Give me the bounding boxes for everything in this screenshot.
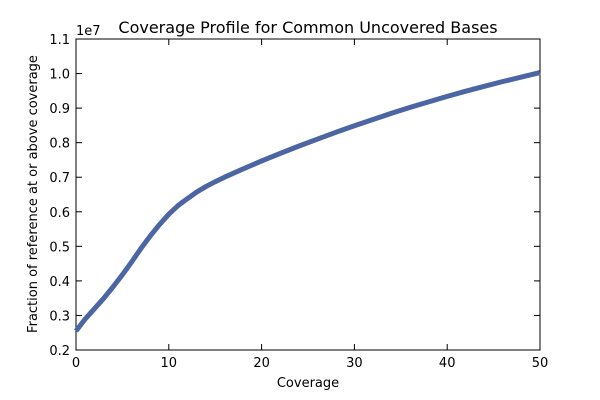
x-tick-label: 30 [346, 356, 363, 371]
x-tick-label: 20 [253, 356, 270, 371]
y-tick-label: 0.6 [49, 206, 70, 221]
y-axis-label: Fraction of reference at or above covera… [26, 55, 41, 333]
chart-title: Coverage Profile for Common Uncovered Ba… [118, 18, 497, 37]
x-tick-label: 50 [532, 356, 549, 371]
series-layer [74, 70, 541, 333]
plot-frame [75, 38, 541, 351]
y-tick-label: 0.2 [49, 344, 70, 359]
x-tick-label: 0 [72, 356, 80, 371]
y-axis-offset-label: 1e7 [76, 24, 101, 39]
y-axis-ticks: 0.2 0.3 0.4 0.5 0.6 0.7 0.8 0.9 1.0 1.1 [49, 33, 540, 359]
x-axis-label: Coverage [277, 376, 339, 391]
y-tick-label: 0.7 [49, 171, 70, 186]
y-tick-label: 1.1 [49, 33, 70, 48]
series-line [74, 70, 541, 333]
x-tick-label: 10 [161, 356, 178, 371]
y-tick-label: 0.9 [49, 102, 70, 117]
y-tick-label: 0.4 [49, 275, 70, 290]
x-axis-ticks: 0 10 20 30 40 50 [72, 39, 548, 371]
x-tick-label: 40 [439, 356, 456, 371]
y-tick-label: 0.3 [49, 309, 70, 324]
y-tick-label: 1.0 [49, 68, 70, 83]
y-tick-label: 0.5 [49, 240, 70, 255]
y-tick-label: 0.8 [49, 137, 70, 152]
